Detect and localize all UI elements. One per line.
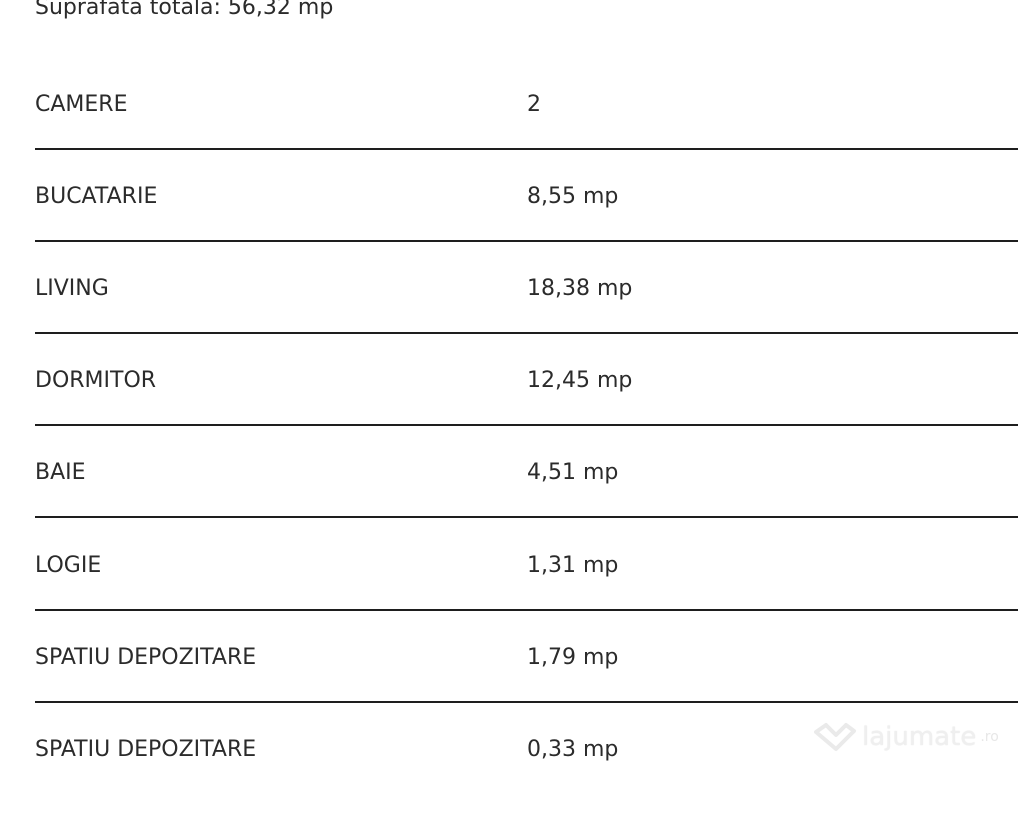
table-row: DORMITOR 12,45 mp xyxy=(35,367,1018,459)
heart-check-logo-icon xyxy=(814,723,856,751)
row-value: 1,79 mp xyxy=(527,644,619,670)
row-value: 1,31 mp xyxy=(527,552,619,578)
total-area-text: Suprafata totala: 56,32 mp xyxy=(35,0,334,20)
row-label: CAMERE xyxy=(35,92,128,117)
row-label: BUCATARIE xyxy=(35,184,158,210)
row-divider xyxy=(35,332,1018,335)
table-row: BUCATARIE 8,55 mp xyxy=(35,183,1018,275)
row-value: 18,38 mp xyxy=(527,276,633,302)
table-row: BAIE 4,51 mp xyxy=(35,459,1018,551)
table-row: SPATIU DEPOZITARE 1,79 mp xyxy=(35,644,1018,736)
row-divider xyxy=(35,700,1018,703)
row-label: DORMITOR xyxy=(35,368,157,394)
row-value: 12,45 mp xyxy=(527,368,633,394)
row-label: LIVING xyxy=(35,276,109,302)
watermark-suffix: .ro xyxy=(980,729,999,745)
table-row: LOGIE 1,31 mp xyxy=(35,552,1018,644)
row-value: 8,55 mp xyxy=(527,184,619,210)
table-row: SPATIU DEPOZITARE 0,33 mp xyxy=(35,736,1018,828)
table-row: CAMERE 2 xyxy=(35,91,1018,183)
row-divider xyxy=(35,148,1018,150)
row-label: LOGIE xyxy=(35,552,102,578)
row-divider xyxy=(35,424,1018,427)
row-label: BAIE xyxy=(35,460,86,486)
row-label: SPATIU DEPOZITARE xyxy=(35,644,257,670)
watermark-logo: lajumate .ro xyxy=(812,722,999,752)
row-divider xyxy=(35,240,1018,243)
table-row: LIVING 18,38 mp xyxy=(35,275,1018,367)
row-divider xyxy=(35,608,1018,611)
watermark-text: lajumate xyxy=(862,722,977,752)
row-divider xyxy=(35,516,1018,519)
row-value: 4,51 mp xyxy=(527,460,619,486)
row-value: 0,33 mp xyxy=(527,736,619,762)
row-value: 2 xyxy=(527,92,541,117)
row-label: SPATIU DEPOZITARE xyxy=(35,736,257,762)
